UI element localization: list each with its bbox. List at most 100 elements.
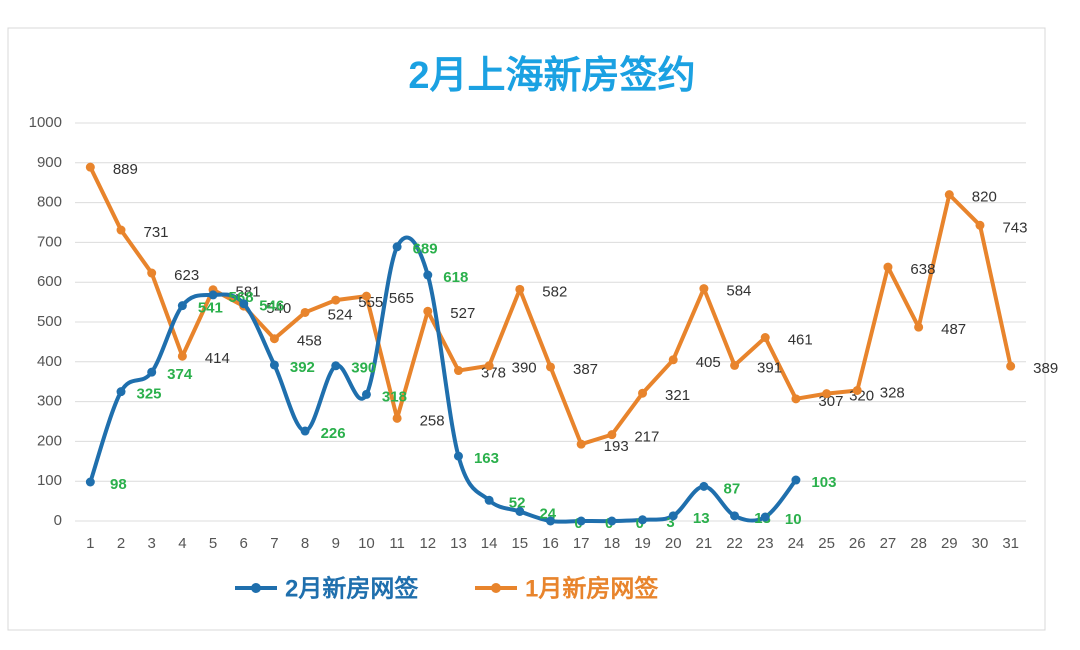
point: [638, 515, 648, 525]
point: [177, 301, 187, 311]
x-tick-label: 21: [696, 535, 713, 552]
x-tick-label: 30: [972, 535, 989, 552]
y-tick-label: 400: [37, 353, 62, 370]
value-label: 391: [757, 359, 782, 376]
x-tick-label: 27: [880, 535, 897, 552]
x-tick-label: 6: [240, 535, 248, 552]
point: [269, 334, 279, 344]
x-tick-label: 25: [818, 535, 835, 552]
point: [975, 220, 985, 230]
y-tick-label: 600: [37, 273, 62, 290]
point: [484, 361, 494, 371]
value-label: 487: [941, 321, 966, 338]
point: [85, 162, 95, 172]
value-label: 318: [382, 388, 407, 405]
point: [147, 268, 157, 278]
value-label: 546: [259, 298, 284, 315]
point: [668, 355, 678, 365]
point: [453, 451, 463, 461]
point: [730, 511, 740, 521]
x-tick-label: 13: [450, 535, 467, 552]
x-tick-label: 10: [358, 535, 375, 552]
value-label: 541: [198, 300, 223, 317]
x-tick-label: 2: [117, 535, 125, 552]
value-label: 374: [167, 366, 193, 383]
point: [392, 413, 402, 423]
point: [423, 306, 433, 316]
value-label: 618: [443, 269, 468, 286]
y-tick-label: 200: [37, 432, 62, 449]
x-tick-label: 15: [511, 535, 528, 552]
value-label: 623: [174, 267, 199, 284]
y-tick-label: 0: [54, 512, 62, 529]
value-label: 390: [512, 360, 537, 377]
x-tick-label: 20: [665, 535, 682, 552]
point: [208, 290, 218, 300]
point: [730, 360, 740, 370]
value-label: 325: [137, 386, 162, 403]
point: [147, 367, 157, 377]
value-label: 392: [290, 359, 315, 376]
point: [699, 284, 709, 294]
point: [453, 366, 463, 376]
value-label: 540: [266, 300, 291, 317]
value-label: 328: [880, 384, 905, 401]
value-label: 820: [972, 189, 997, 206]
x-tick-label: 7: [270, 535, 278, 552]
value-label: 638: [910, 261, 935, 278]
x-tick-label: 1: [86, 535, 94, 552]
x-tick-label: 17: [573, 535, 590, 552]
point: [392, 242, 402, 252]
point: [116, 387, 126, 397]
value-label: 13: [693, 510, 710, 527]
value-label: 689: [413, 241, 438, 258]
point: [760, 512, 770, 522]
value-label: 0: [636, 515, 644, 532]
value-label: 889: [113, 161, 138, 178]
point: [607, 516, 617, 526]
value-label: 405: [696, 354, 721, 371]
point: [914, 322, 924, 332]
legend-label: 1月新房网签: [525, 574, 659, 602]
point: [361, 389, 371, 399]
x-tick-label: 11: [389, 535, 405, 552]
value-label: 387: [573, 361, 598, 378]
point: [791, 475, 801, 485]
value-label: 390: [351, 360, 376, 377]
value-label: 458: [297, 333, 322, 350]
x-tick-label: 24: [788, 535, 805, 552]
point: [546, 362, 555, 372]
x-tick-label: 31: [1002, 535, 1019, 552]
point: [607, 430, 617, 440]
value-label: 226: [321, 425, 346, 442]
value-label: 103: [811, 474, 836, 491]
value-label: 52: [509, 494, 526, 511]
x-tick-label: 22: [726, 535, 743, 552]
value-label: 414: [205, 350, 230, 367]
value-label: 527: [450, 305, 475, 322]
value-label: 3: [666, 514, 674, 531]
legend-label: 2月新房网签: [285, 574, 419, 602]
value-label: 321: [665, 387, 690, 404]
value-label: 10: [785, 511, 802, 528]
value-label: 258: [420, 412, 445, 429]
y-tick-label: 800: [37, 194, 62, 211]
point: [638, 388, 648, 398]
value-label: 461: [788, 331, 813, 348]
point: [515, 284, 525, 294]
point: [822, 389, 832, 399]
value-label: 524: [328, 306, 353, 323]
x-tick-label: 3: [148, 535, 156, 552]
x-tick-label: 5: [209, 535, 217, 552]
x-tick-label: 4: [178, 535, 186, 552]
y-tick-label: 900: [37, 154, 62, 171]
point: [269, 360, 279, 370]
x-tick-label: 16: [542, 535, 559, 552]
point: [361, 291, 371, 301]
point: [515, 506, 525, 516]
point: [300, 307, 310, 317]
value-label: 98: [110, 476, 127, 493]
point: [331, 361, 341, 371]
point: [576, 516, 586, 526]
